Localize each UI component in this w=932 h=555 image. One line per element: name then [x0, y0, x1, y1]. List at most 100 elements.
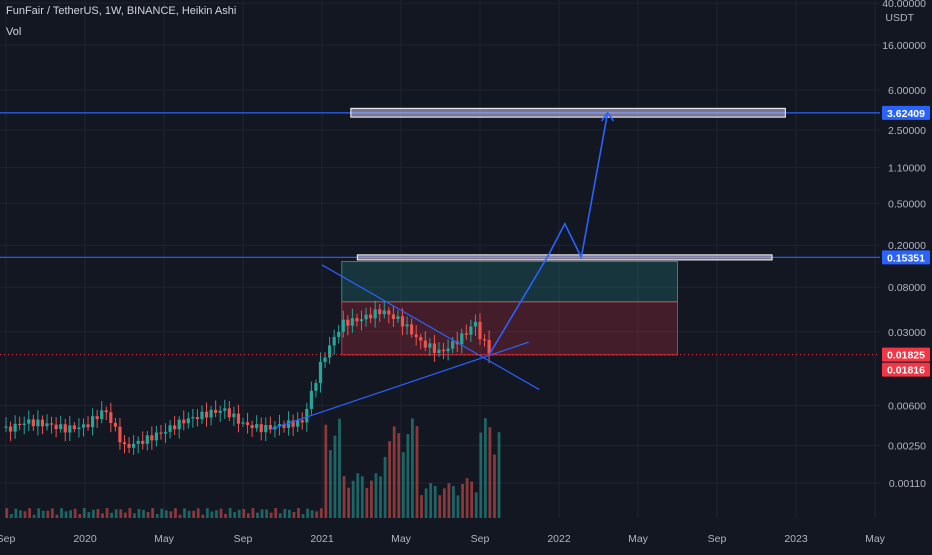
volume-bar	[251, 508, 255, 518]
volume-bar	[347, 487, 351, 518]
time-axis[interactable]: Sep 2020 May Sep 2021 May Sep 2022 May Sep 2023 May	[0, 533, 886, 545]
candle-body	[255, 424, 259, 429]
volume-bar	[237, 509, 241, 518]
price-axis[interactable]: 40.00000 16.00000 6.00000 2.50000 1.10000 0.5…	[880, 0, 932, 550]
volume-bar	[210, 511, 214, 518]
loss-zone	[341, 301, 678, 356]
candle-body	[150, 435, 154, 441]
time-tick-label: 2020	[73, 533, 97, 545]
candle-body	[432, 343, 437, 353]
volume-bar	[41, 510, 45, 518]
candle-body	[355, 318, 359, 322]
candle-body	[27, 419, 31, 424]
volume-bar	[315, 511, 319, 518]
time-tick-label: May	[865, 533, 886, 545]
volume-bar	[192, 510, 196, 518]
volume-bar	[5, 508, 9, 518]
volume-bar	[379, 476, 382, 518]
volume-bar	[411, 418, 414, 518]
candle-body	[177, 419, 181, 430]
volume-bar	[87, 512, 91, 518]
candle-body	[45, 423, 49, 427]
price-tick-label: 0.00600	[888, 400, 926, 412]
volume-bar	[201, 514, 205, 518]
candle-body	[441, 349, 446, 352]
volume-bar	[133, 513, 136, 518]
candle-body	[337, 331, 341, 337]
candle-body	[4, 426, 8, 428]
volume-bar	[137, 508, 141, 518]
volume-bar	[146, 511, 150, 518]
candle-body	[72, 425, 76, 430]
volume-bar	[37, 508, 41, 518]
candle-body	[400, 316, 405, 327]
candle-body	[77, 427, 81, 430]
candle-series	[4, 300, 491, 455]
volume-bar	[28, 508, 31, 518]
volume-bar	[306, 508, 309, 518]
volume-bar	[123, 512, 127, 518]
candle-body	[195, 417, 200, 420]
time-tick-label: Sep	[471, 533, 490, 545]
volume-bar	[374, 473, 378, 518]
price-tick-label: 0.03000	[888, 327, 926, 339]
volume-bar	[483, 418, 487, 518]
candle-body	[113, 422, 117, 427]
candle-body	[132, 443, 136, 448]
candle-body	[473, 321, 478, 327]
candle-body	[168, 425, 172, 432]
price-tick-label: 40.00000	[882, 0, 926, 10]
volume-bar	[174, 508, 177, 518]
candle-body	[378, 309, 382, 315]
candle-body	[428, 343, 432, 348]
volume-bar	[187, 510, 191, 518]
candle-body	[100, 410, 104, 420]
volume-bar	[488, 427, 492, 518]
candle-body	[109, 412, 113, 423]
volume-bar	[101, 513, 104, 518]
volume-bar	[260, 509, 264, 518]
volume-bar	[96, 509, 100, 518]
candle-body	[359, 319, 364, 322]
candle-body	[40, 419, 45, 427]
candle-body	[282, 424, 286, 428]
target-zone	[356, 254, 773, 261]
candle-body	[396, 316, 400, 319]
candle-body	[286, 420, 291, 428]
candle-body	[182, 419, 186, 424]
drawing-layer	[341, 261, 678, 356]
candle-body	[163, 431, 168, 434]
time-tick-label: 2023	[784, 533, 808, 545]
candle-body	[159, 432, 163, 434]
volume-bar	[178, 514, 182, 518]
trend-drawings	[0, 107, 880, 430]
volume-bar	[60, 508, 63, 518]
candle-body	[373, 309, 377, 319]
candle-body	[369, 314, 373, 319]
price-tick-label: 0.20000	[888, 240, 926, 252]
candle-body	[437, 349, 441, 353]
volume-bar	[292, 511, 296, 518]
volume-bar	[452, 486, 455, 518]
volume-bar	[256, 512, 259, 518]
candle-body	[305, 408, 309, 423]
candle-body	[54, 424, 58, 430]
price-tick-label: 0.50000	[888, 198, 926, 210]
trendline	[321, 264, 540, 391]
candle-body	[122, 442, 127, 445]
candle-body	[232, 413, 236, 418]
candle-body	[236, 413, 241, 424]
profit-zone	[341, 261, 678, 303]
candle-body	[95, 416, 99, 420]
candle-body	[227, 408, 231, 418]
candle-body	[291, 420, 295, 427]
candle-body	[327, 345, 332, 358]
candle-body	[81, 424, 86, 428]
trendline	[271, 341, 529, 430]
price-axis-panel	[880, 0, 932, 550]
candle-body	[469, 326, 473, 335]
volume-bar	[151, 508, 155, 518]
volume-bar	[278, 513, 282, 518]
candle-body	[68, 425, 72, 433]
